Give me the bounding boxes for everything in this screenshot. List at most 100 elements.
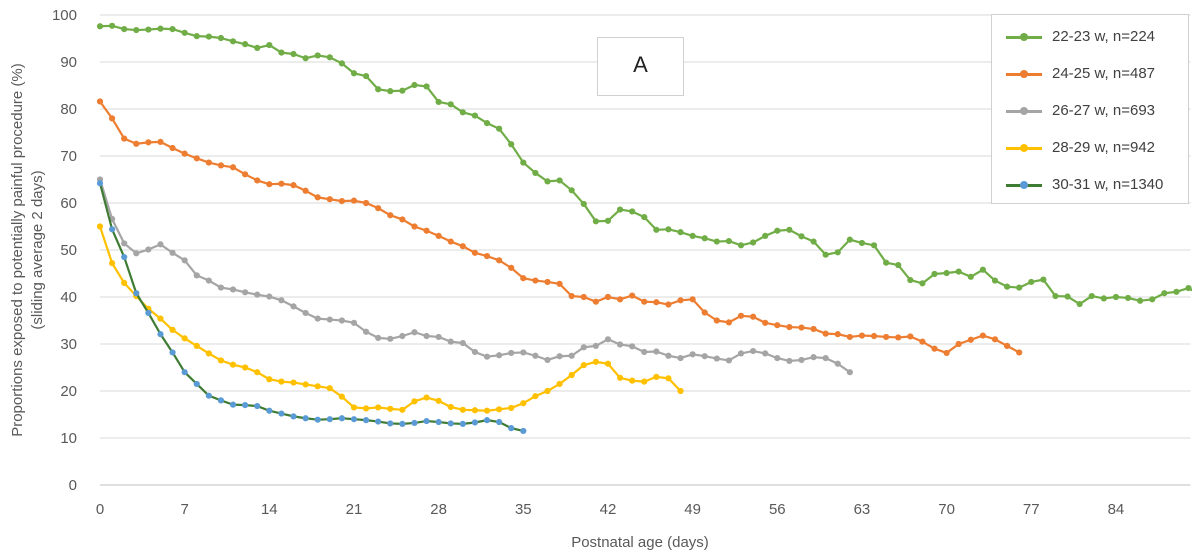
y-tick-label: 50 [60, 242, 77, 259]
data-point [1003, 342, 1011, 349]
data-point [266, 407, 273, 414]
data-point [423, 83, 430, 90]
data-point [157, 25, 164, 32]
data-point [810, 325, 817, 333]
legend: 22-23 w, n=224 24-25 w, n=487 26-27 w, n=6… [991, 14, 1189, 204]
data-point [229, 38, 237, 45]
data-point [592, 218, 599, 225]
data-point [508, 404, 515, 412]
data-point [520, 349, 527, 356]
x-tick-label: 0 [96, 501, 104, 518]
data-point [254, 291, 261, 298]
data-point [701, 235, 708, 242]
series-5 [96, 180, 527, 435]
data-point [544, 178, 551, 185]
data-point [798, 356, 805, 364]
legend-swatch-marker [1020, 70, 1028, 78]
series-1 [96, 22, 1192, 308]
data-point [1112, 293, 1120, 301]
legend-swatch-marker [1020, 33, 1028, 41]
data-point [133, 140, 140, 147]
data-point [96, 180, 104, 187]
data-point [641, 298, 648, 305]
x-tick-label: 14 [261, 501, 278, 518]
data-point [338, 415, 345, 422]
legend-item: 24-25 w, n=487 [992, 64, 1188, 84]
legend-swatch-marker [1020, 144, 1028, 152]
data-point [556, 177, 563, 184]
data-point [592, 342, 599, 349]
data-point [278, 378, 285, 385]
data-point [326, 54, 333, 61]
data-point [810, 238, 817, 245]
data-point [145, 139, 152, 146]
data-point [387, 335, 394, 342]
data-point [423, 394, 430, 401]
data-point [157, 315, 164, 322]
data-point [314, 52, 321, 59]
y-tick-label: 10 [60, 430, 77, 447]
data-point [350, 416, 358, 423]
data-point [1028, 278, 1035, 286]
data-point [991, 277, 999, 284]
data-point [411, 81, 418, 89]
y-tick-label: 90 [60, 54, 77, 71]
data-point [229, 361, 237, 368]
data-point [1040, 276, 1047, 283]
data-point [762, 232, 769, 239]
x-tick-label: 84 [1108, 501, 1125, 518]
data-point [423, 332, 430, 340]
data-point [350, 404, 358, 411]
data-point [568, 371, 575, 379]
data-point [193, 380, 200, 388]
x-tick-label: 21 [346, 501, 363, 518]
data-point [387, 405, 394, 412]
series-3 [96, 176, 853, 376]
data-point [302, 415, 309, 422]
data-point [737, 312, 745, 319]
data-point [858, 332, 866, 339]
y-tick-label: 0 [69, 477, 77, 494]
data-point [399, 420, 406, 427]
y-tick-label: 40 [60, 289, 77, 306]
data-point [266, 376, 273, 383]
data-point [1016, 349, 1023, 356]
data-point [907, 333, 914, 340]
data-point [326, 196, 333, 203]
data-point [967, 273, 974, 280]
data-point [399, 332, 406, 340]
data-point [181, 369, 188, 376]
data-point [508, 349, 515, 357]
data-point [387, 212, 394, 219]
data-point [96, 98, 104, 105]
data-point [121, 279, 128, 286]
data-point [580, 293, 587, 301]
axes: 0 10 20 30 40 50 60 70 80 90 100 0 7 14 21 28 35 42 49 56 63… [52, 7, 1191, 518]
data-point [520, 159, 527, 166]
data-point [362, 417, 370, 424]
x-tick-label: 56 [769, 501, 786, 518]
data-point [955, 268, 962, 275]
data-point [1185, 284, 1192, 292]
data-point [254, 177, 261, 184]
data-point [96, 23, 104, 30]
data-point [483, 353, 491, 360]
data-point [435, 232, 442, 239]
x-tick-label: 63 [854, 501, 871, 518]
data-point [169, 144, 176, 152]
data-point [544, 387, 551, 395]
data-point [592, 358, 599, 365]
data-point [326, 416, 333, 423]
data-point [665, 375, 672, 382]
data-point [411, 398, 418, 405]
data-point [133, 250, 140, 257]
data-point [979, 266, 986, 273]
data-point [955, 340, 962, 348]
data-point [568, 187, 575, 194]
data-point [629, 208, 636, 215]
data-point [713, 317, 720, 324]
data-point [169, 326, 176, 333]
data-point [96, 223, 104, 230]
